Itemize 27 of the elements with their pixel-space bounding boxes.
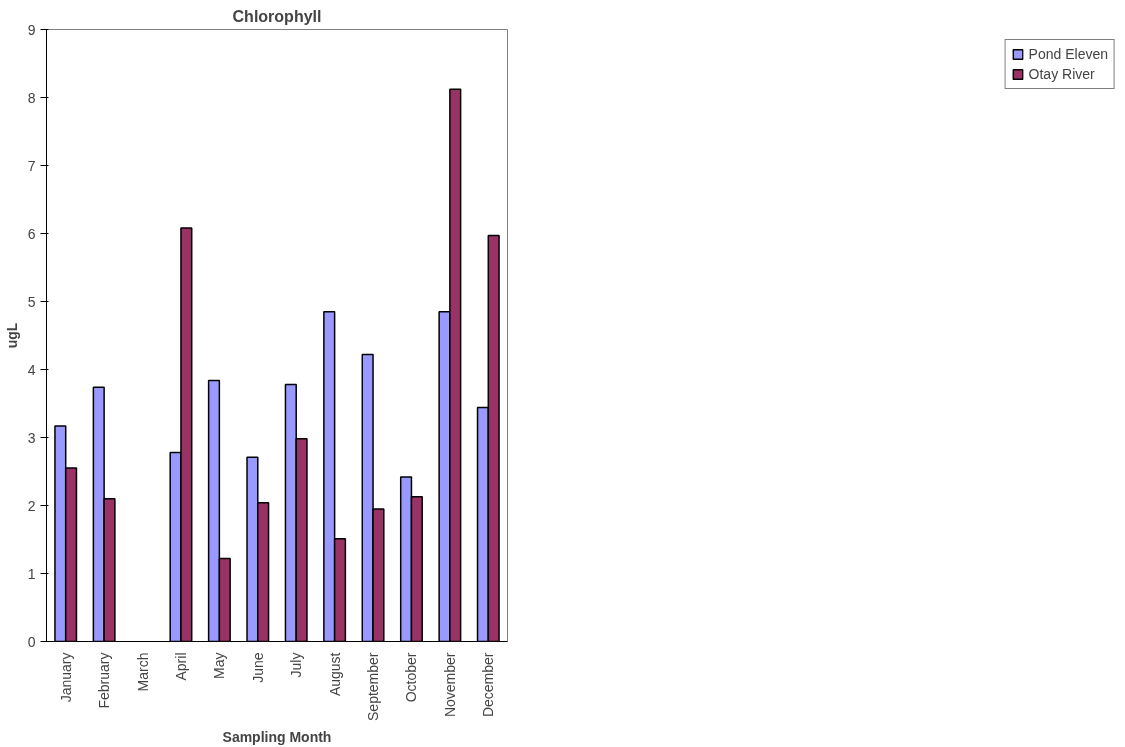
x-tick-label: January xyxy=(57,652,74,703)
y-tick-label: 4 xyxy=(27,361,36,378)
y-tick-label: 0 xyxy=(27,633,36,650)
chart-title: Chlorophyll xyxy=(232,7,322,25)
y-tick-label: 9 xyxy=(27,21,36,38)
x-tick-label: December xyxy=(480,652,497,718)
x-tick-label: June xyxy=(249,652,266,683)
x-tick-label: April xyxy=(172,652,189,681)
x-tick-label: November xyxy=(441,652,458,718)
x-tick-label: May xyxy=(211,652,228,679)
y-tick-label: 7 xyxy=(27,157,36,174)
y-axis-title: ugL xyxy=(3,322,20,349)
y-tick-label: 1 xyxy=(27,565,36,582)
x-tick-label: March xyxy=(134,652,151,692)
y-tick-label: 5 xyxy=(27,293,36,310)
y-tick-label: 8 xyxy=(27,89,36,106)
x-axis-title: Sampling Month xyxy=(222,728,332,745)
legend-label: Pond Eleven xyxy=(1028,46,1108,62)
y-tick-label: 3 xyxy=(27,429,36,446)
y-tick-label: 2 xyxy=(27,497,36,514)
x-tick-label: July xyxy=(288,652,305,678)
y-tick-label: 6 xyxy=(27,225,36,242)
x-tick-label: September xyxy=(365,652,382,721)
x-tick-label: August xyxy=(326,652,343,697)
legend-label: Otay River xyxy=(1028,66,1095,82)
x-tick-label: October xyxy=(403,652,420,703)
x-tick-label: February xyxy=(96,652,113,709)
